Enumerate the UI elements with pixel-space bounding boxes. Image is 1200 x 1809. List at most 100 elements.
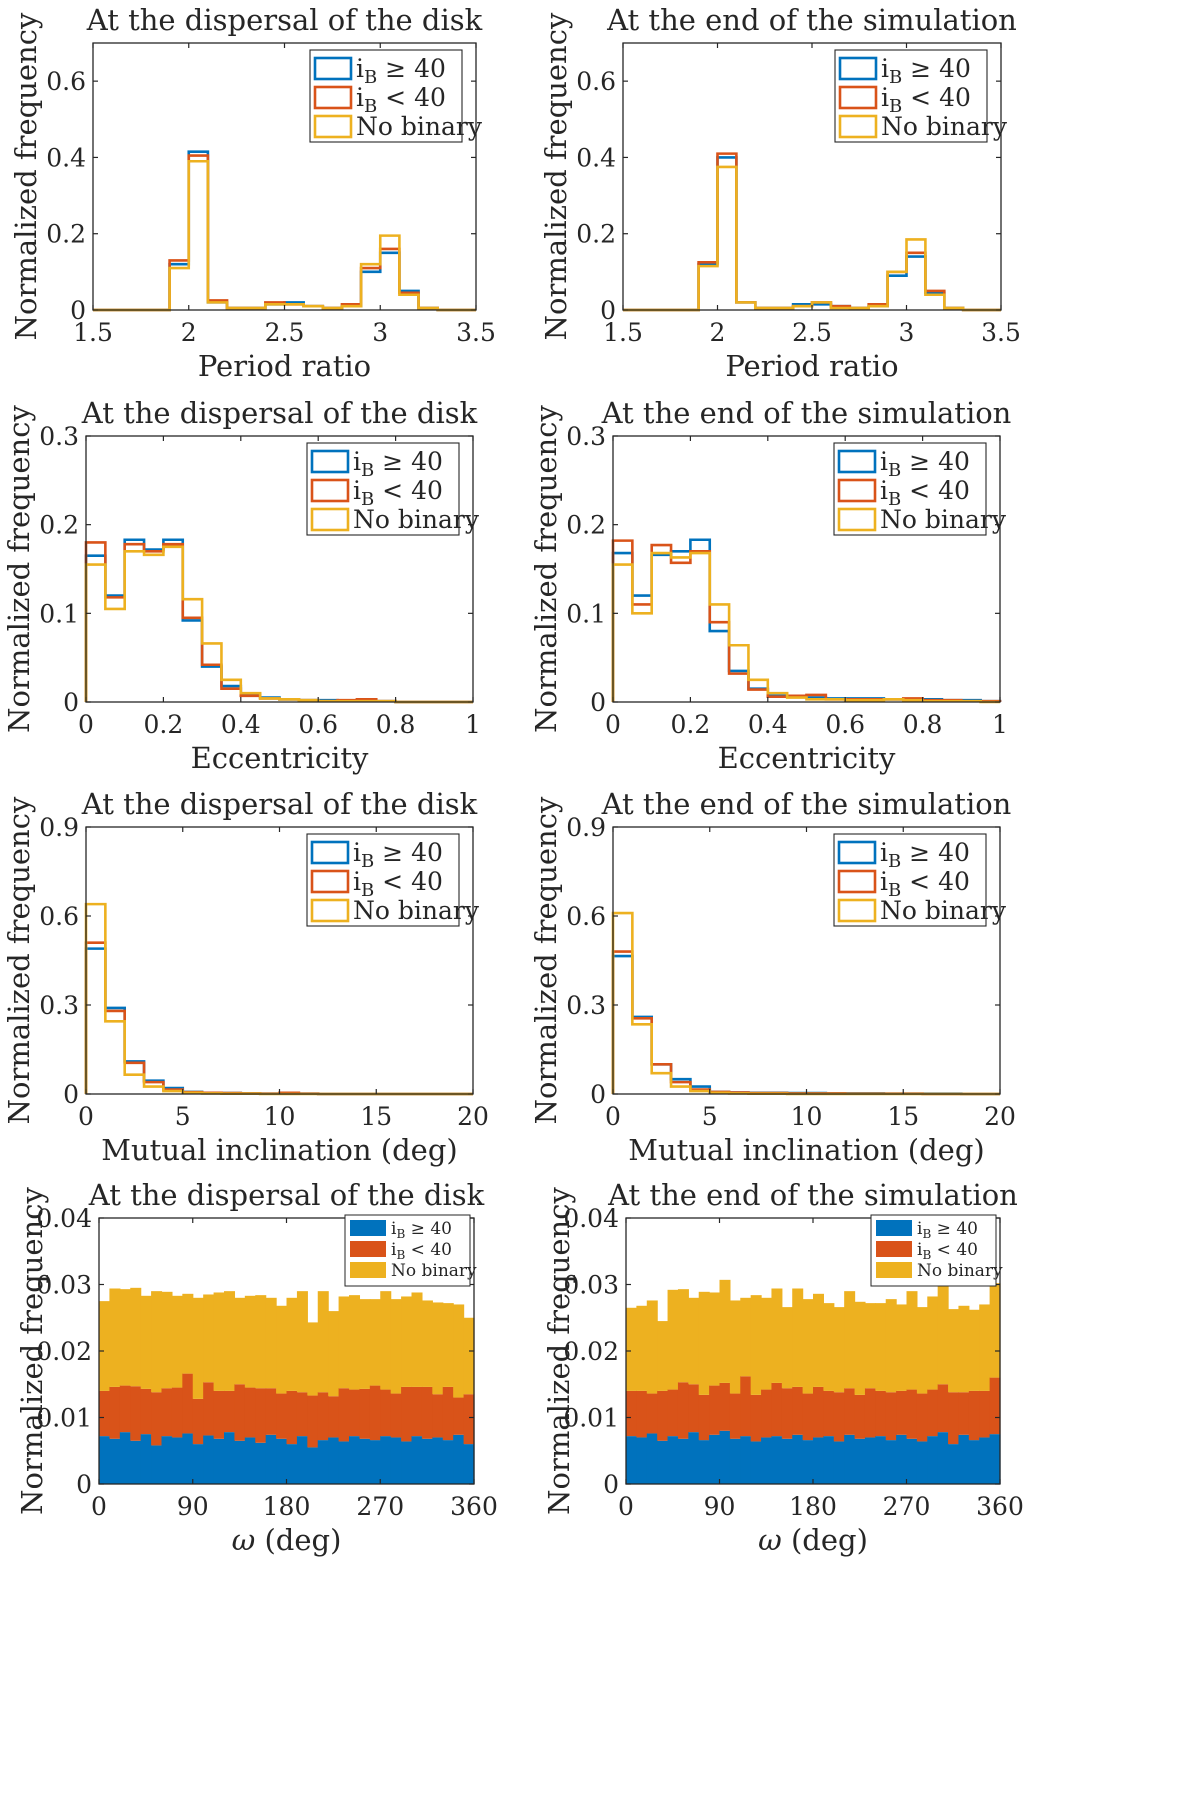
legend-swatch-2 <box>837 478 877 503</box>
bar-segment-3 <box>896 1304 908 1391</box>
bar-segment-3 <box>390 1299 402 1394</box>
x-tick-label: 20 <box>984 1102 1016 1131</box>
axes-box <box>85 435 474 703</box>
x-tick-label: 3 <box>372 318 388 347</box>
bar-segment-1 <box>677 1438 689 1484</box>
bar-segment-2 <box>401 1386 413 1442</box>
bar-segment-2 <box>916 1393 928 1442</box>
bar-segment-2 <box>317 1392 329 1441</box>
legend-label-2: iB < 40 <box>391 1240 452 1262</box>
bar-segment-3 <box>937 1284 949 1385</box>
legend-label-3: No binary <box>356 112 483 141</box>
bar-segment-2 <box>255 1388 267 1443</box>
legend-label-2: iB < 40 <box>880 867 970 901</box>
bar-segment-1 <box>380 1436 392 1484</box>
bar-segment-3 <box>833 1307 845 1393</box>
legend-label-2: iB < 40 <box>356 83 446 117</box>
bar-segment-1 <box>453 1434 465 1484</box>
bar-segment-3 <box>864 1303 876 1389</box>
bar-segment-2 <box>411 1386 423 1437</box>
bar-segment-3 <box>802 1299 814 1394</box>
legend-swatch-3 <box>313 114 353 139</box>
bar-segment-3 <box>958 1305 970 1393</box>
bar-segment-1 <box>968 1440 980 1484</box>
bar-segment-1 <box>916 1441 928 1484</box>
y-tick-label: 0.2 <box>46 220 86 249</box>
legend-swatch-3 <box>837 507 877 532</box>
legend-label-2: iB < 40 <box>917 1240 978 1262</box>
bar-segment-1 <box>979 1437 991 1484</box>
chart-title: At the dispersal of the disk <box>88 1178 485 1212</box>
bar-segment-3 <box>411 1292 423 1387</box>
bar-segment-3 <box>296 1291 308 1393</box>
bar-segment-2 <box>833 1392 845 1442</box>
bar-segment-3 <box>626 1307 637 1391</box>
x-tick-label: 0.4 <box>221 710 261 739</box>
bar-segment-1 <box>369 1440 381 1484</box>
y-tick-label: 0.4 <box>46 143 86 172</box>
x-tick-label: 0 <box>91 1492 107 1521</box>
bar-segment-1 <box>244 1437 256 1484</box>
x-axis-label: ω (deg) <box>232 1523 342 1557</box>
bar-segment-3 <box>646 1300 658 1394</box>
legend-swatch-2 <box>876 1241 912 1257</box>
x-tick-label: 0 <box>618 1492 634 1521</box>
bar-segment-2 <box>234 1384 246 1441</box>
y-tick-label: 0.4 <box>576 143 616 172</box>
chart-title: At the end of the simulation <box>601 396 1012 430</box>
legend-label-3: No binary <box>353 896 480 925</box>
bar-segment-1 <box>109 1438 121 1484</box>
bar-segment-1 <box>421 1438 433 1484</box>
y-tick-label: 0 <box>590 1080 606 1109</box>
bar-segment-2 <box>265 1388 277 1435</box>
bar-segment-3 <box>657 1321 669 1391</box>
bar-segment-2 <box>276 1393 288 1439</box>
x-tick-label: 15 <box>887 1102 919 1131</box>
bar-segment-1 <box>864 1437 876 1484</box>
x-axis-label: ω (deg) <box>758 1523 868 1557</box>
bar-segment-2 <box>896 1390 908 1435</box>
y-tick-label: 0.9 <box>566 813 606 842</box>
legend-swatch-1 <box>838 56 878 81</box>
x-tick-label: 270 <box>356 1492 404 1521</box>
x-tick-label: 1 <box>465 710 481 739</box>
x-tick-label: 0.4 <box>748 710 788 739</box>
bar-segment-2 <box>740 1376 752 1437</box>
bar-segment-1 <box>317 1440 329 1484</box>
y-tick-label: 0 <box>63 688 79 717</box>
x-axis-label: Eccentricity <box>191 741 369 775</box>
legend-box <box>833 833 987 927</box>
x-tick-label: 360 <box>976 1492 1024 1521</box>
bar-segment-2 <box>130 1386 142 1441</box>
legend-box <box>834 49 988 143</box>
chart-title: At the end of the simulation <box>601 787 1012 821</box>
legend-swatch-2 <box>310 478 350 503</box>
bar-segment-3 <box>328 1311 340 1397</box>
bar-segment-2 <box>349 1389 361 1437</box>
bar-segment-1 <box>709 1434 721 1484</box>
bar-segment-1 <box>636 1437 648 1484</box>
chart-title: At the dispersal of the disk <box>86 3 483 37</box>
y-tick-label: 0 <box>600 296 616 325</box>
bar-segment-1 <box>151 1445 163 1484</box>
bar-segment-1 <box>823 1436 835 1484</box>
bar-segment-3 <box>885 1299 897 1393</box>
bar-segment-1 <box>307 1447 319 1484</box>
y-axis-label: Normalized frequency <box>539 12 573 340</box>
y-tick-label: 0 <box>590 688 606 717</box>
bar-segment-1 <box>286 1444 298 1484</box>
x-tick-label: 3.5 <box>981 318 1021 347</box>
bar-segment-1 <box>989 1434 1001 1484</box>
bar-segment-2 <box>709 1385 721 1435</box>
bar-segment-1 <box>688 1432 700 1484</box>
x-tick-label: 3 <box>899 318 915 347</box>
x-tick-label: 2 <box>181 318 197 347</box>
x-tick-label: 5 <box>175 1102 191 1131</box>
y-tick-label: 0 <box>76 1470 92 1499</box>
bar-segment-2 <box>224 1390 236 1433</box>
histogram-series-1 <box>93 150 476 312</box>
